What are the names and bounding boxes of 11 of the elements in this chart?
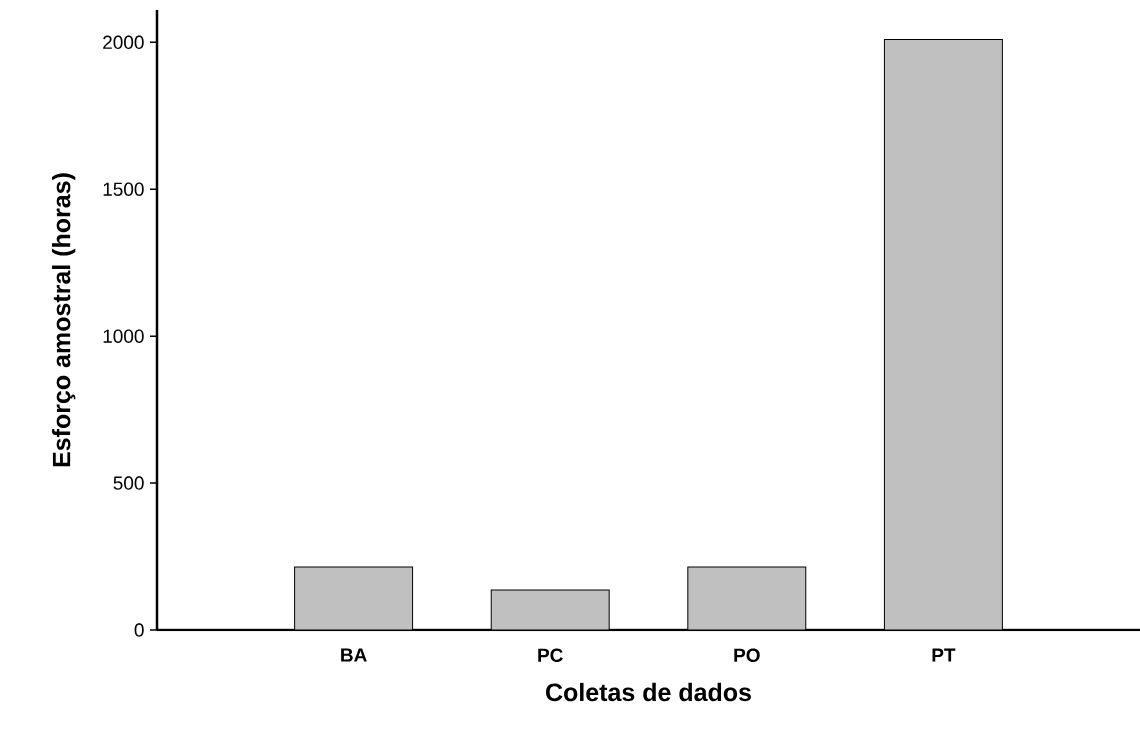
x-tick-label: BA xyxy=(341,648,367,662)
y-tick-label: 1000 xyxy=(103,329,144,343)
x-tick-label: PO xyxy=(734,648,760,662)
y-tick-label: 0 xyxy=(134,623,144,637)
y-axis-title: Esforço amostral (horas) xyxy=(52,173,76,467)
y-tick-label: 1500 xyxy=(103,182,144,196)
x-tick-label: PT xyxy=(932,648,956,662)
x-axis-title: Coletas de dados xyxy=(546,682,751,702)
x-tick-label: PC xyxy=(538,648,563,662)
y-tick-label: 2000 xyxy=(103,35,144,50)
y-tick-label: 500 xyxy=(113,476,144,490)
